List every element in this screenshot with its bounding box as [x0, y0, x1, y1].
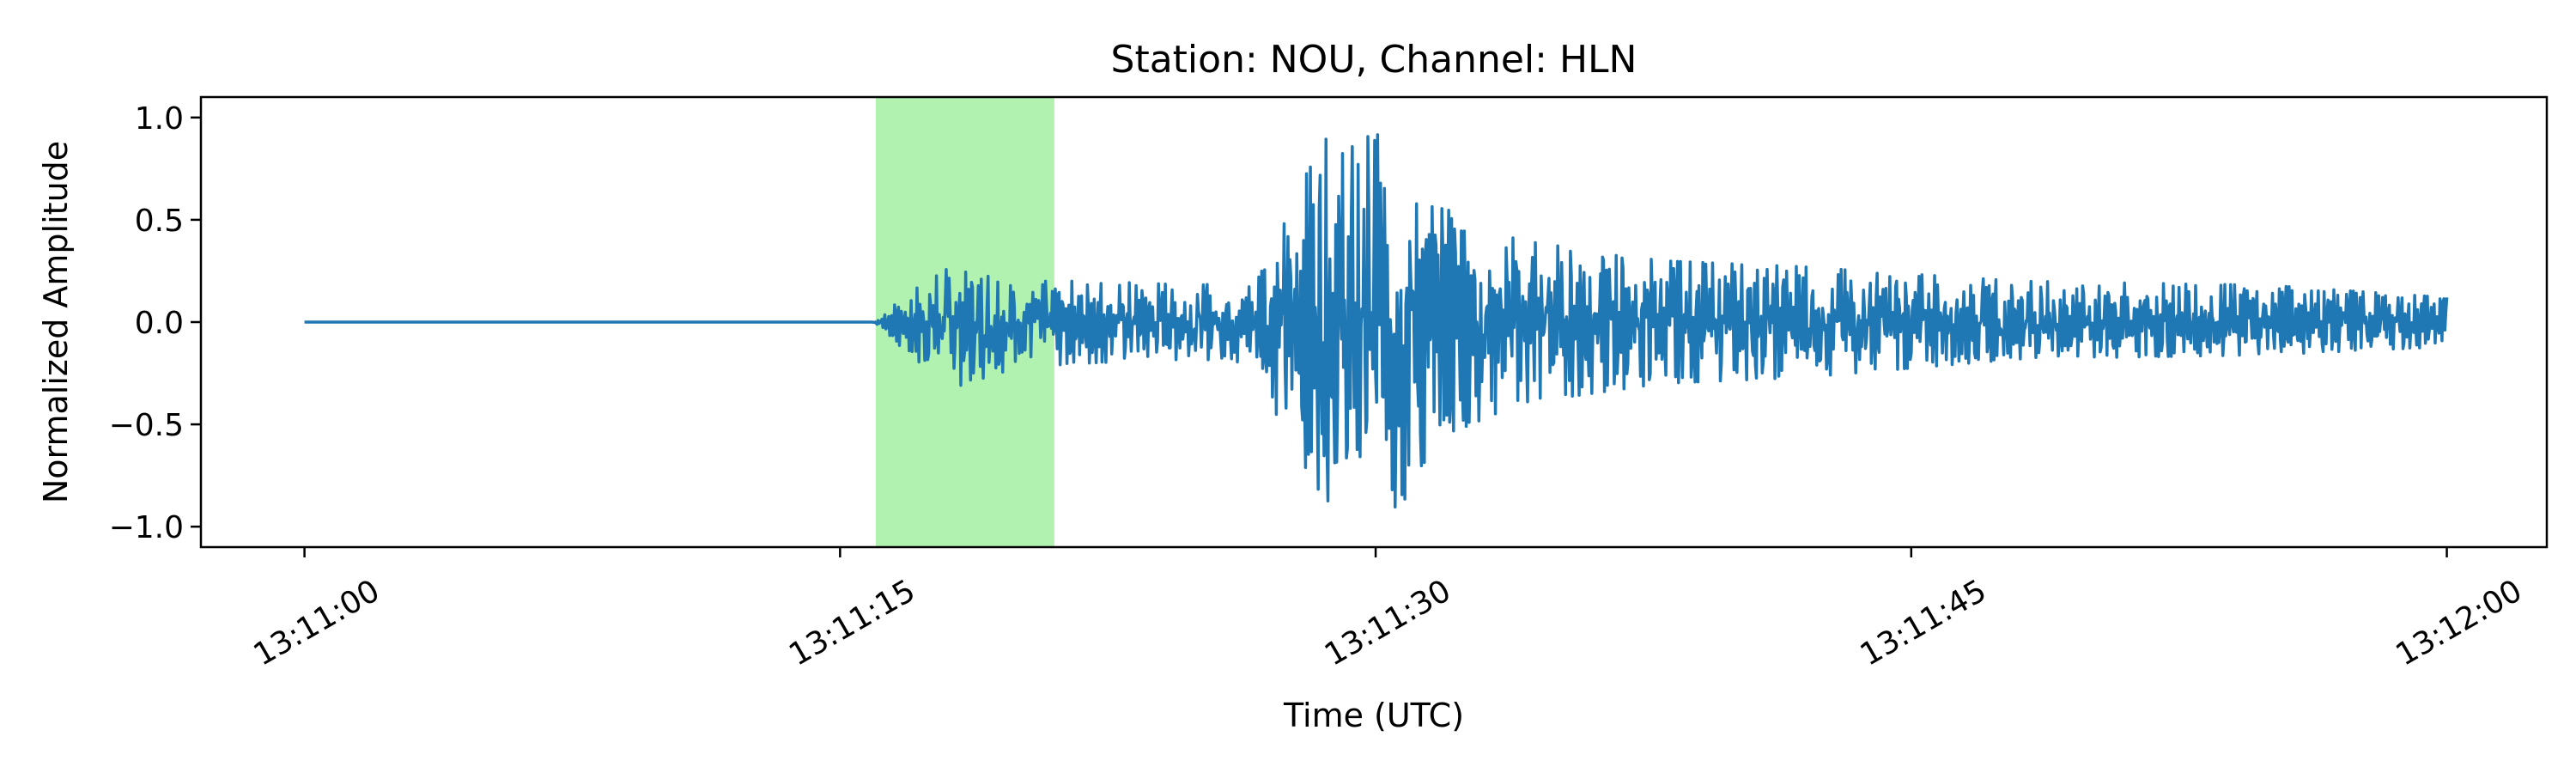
x-tick-label: 13:11:15	[783, 573, 921, 673]
y-tick-label: 1.0	[135, 101, 184, 137]
x-axis-ticks: 13:11:00 13:11:15 13:11:30 13:11:45 13:12:00	[248, 547, 2529, 673]
waveform-series-line	[303, 133, 2449, 509]
y-tick-label: 0.5	[135, 204, 184, 239]
x-tick-label: 13:11:45	[1855, 573, 1993, 673]
series-group	[303, 133, 2449, 509]
y-tick-label: 0.0	[135, 306, 184, 341]
chart-title: Station: NOU, Channel: HLN	[1111, 38, 1637, 82]
y-tick-label: −1.0	[109, 510, 184, 545]
x-tick-label: 13:11:30	[1319, 573, 1457, 673]
x-axis-label: Time (UTC)	[1283, 697, 1464, 734]
x-tick-label: 13:11:00	[248, 573, 386, 673]
x-tick-label: 13:12:00	[2391, 573, 2529, 673]
y-axis-ticks: 1.0 0.5 0.0 −0.5 −1.0	[109, 101, 201, 545]
y-tick-label: −0.5	[109, 408, 184, 443]
y-axis-label: Normalized Amplitude	[37, 141, 75, 503]
